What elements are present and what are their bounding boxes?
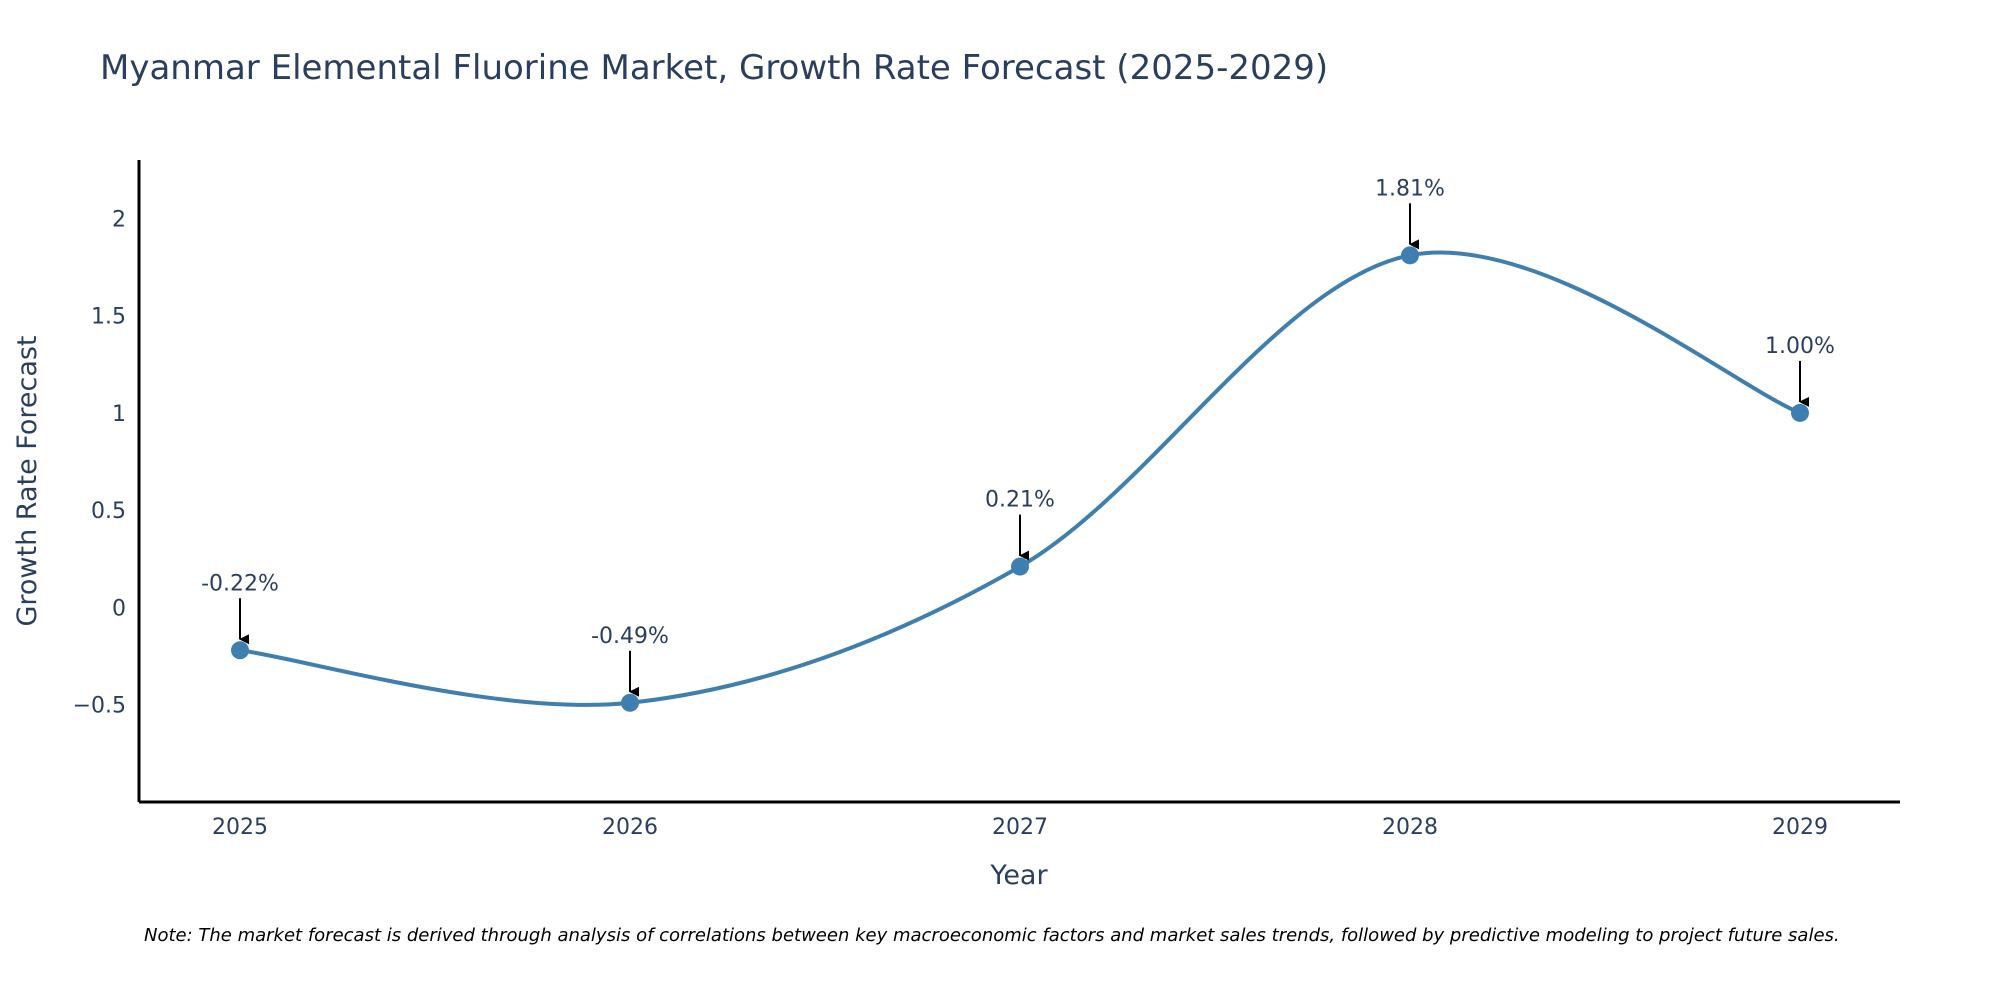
series-line bbox=[239, 250, 1801, 707]
y-tick-label: −0.5 bbox=[73, 694, 126, 719]
data-point bbox=[1791, 403, 1809, 422]
data-point bbox=[1011, 557, 1029, 576]
y-axis-title: Growth Rate Forecast bbox=[12, 335, 43, 626]
data-point bbox=[1401, 246, 1419, 265]
x-tick-label: 2026 bbox=[602, 815, 658, 840]
annotation-label: 0.21% bbox=[985, 488, 1055, 513]
y-tick-label: 0.5 bbox=[91, 499, 126, 524]
data-annotations: -0.22% -0.49% 0.21% 1.81% 1.00% bbox=[201, 176, 1835, 697]
y-tick-label: 1.5 bbox=[91, 305, 126, 330]
annotation-label: 1.81% bbox=[1375, 176, 1445, 201]
x-axis-ticks: 2025 2026 2027 2028 2029 bbox=[212, 815, 1828, 840]
x-tick-label: 2028 bbox=[1382, 815, 1438, 840]
annotation-label: -0.22% bbox=[201, 571, 279, 596]
data-point bbox=[231, 641, 249, 660]
footnote: Note: The market forecast is derived thr… bbox=[144, 925, 1840, 946]
y-tick-label: 0 bbox=[112, 596, 126, 621]
annotation-label: 1.00% bbox=[1765, 334, 1835, 359]
x-tick-label: 2025 bbox=[212, 815, 268, 840]
x-axis-title: Year bbox=[989, 860, 1048, 891]
chart-title: Myanmar Elemental Fluorine Market, Growt… bbox=[100, 48, 1328, 88]
x-tick-label: 2027 bbox=[992, 815, 1048, 840]
y-axis-ticks: −0.5 0 0.5 1 1.5 2 bbox=[73, 207, 126, 718]
x-tick-label: 2029 bbox=[1772, 815, 1828, 840]
data-point bbox=[621, 693, 639, 712]
y-tick-label: 1 bbox=[112, 402, 126, 427]
data-points bbox=[231, 246, 1809, 712]
annotation-label: -0.49% bbox=[591, 624, 669, 649]
y-tick-label: 2 bbox=[112, 207, 126, 232]
